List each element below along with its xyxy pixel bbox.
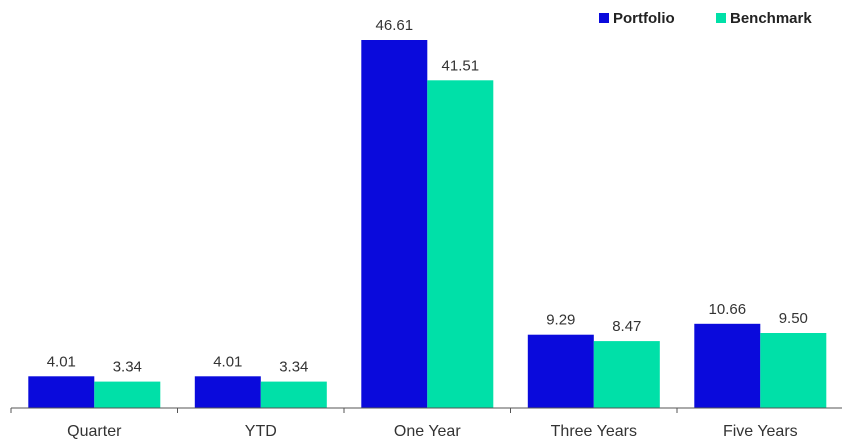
- data-label-benchmark-three-years: 8.47: [612, 318, 641, 335]
- legend-swatch-benchmark: [716, 13, 726, 23]
- bar-portfolio-one-year: [361, 40, 428, 408]
- data-label-benchmark-quarter: 3.34: [113, 359, 142, 376]
- x-tick-label-five-years: Five Years: [723, 423, 798, 439]
- x-axis-ticks: [10, 408, 678, 413]
- legend-swatch-portfolio: [599, 13, 609, 23]
- data-label-portfolio-one-year: 46.61: [376, 17, 414, 34]
- bar-benchmark-three-years: [593, 341, 660, 408]
- data-label-portfolio-three-years: 9.29: [546, 312, 575, 329]
- data-label-benchmark-ytd: 3.34: [279, 359, 308, 376]
- x-axis-tick-labels: Quarter YTD One Year Three Years Five Years: [67, 423, 797, 439]
- data-label-portfolio-ytd: 4.01: [213, 353, 242, 370]
- bars-group: [28, 40, 827, 409]
- data-label-benchmark-five-years: 9.50: [779, 310, 808, 327]
- x-tick-label-quarter: Quarter: [67, 423, 122, 439]
- bar-portfolio-three-years: [527, 334, 594, 408]
- data-label-portfolio-five-years: 10.66: [709, 301, 747, 318]
- bar-benchmark-quarter: [94, 381, 161, 408]
- value-labels-group: 4.01 3.34 4.01 3.34 46.61 41.51 9.29 8.47 10.66 9…: [47, 17, 808, 376]
- data-label-portfolio-quarter: 4.01: [47, 353, 76, 370]
- bar-benchmark-ytd: [260, 381, 327, 408]
- legend-label-benchmark: Benchmark: [730, 10, 812, 27]
- bar-benchmark-one-year: [427, 80, 494, 409]
- data-label-benchmark-one-year: 41.51: [442, 57, 480, 74]
- legend-label-portfolio: Portfolio: [613, 10, 675, 27]
- bar-benchmark-five-years: [760, 333, 827, 408]
- bar-portfolio-ytd: [194, 376, 261, 408]
- x-tick-label-one-year: One Year: [394, 423, 461, 439]
- x-tick-label-three-years: Three Years: [551, 423, 637, 439]
- legend: Portfolio Benchmark: [599, 10, 812, 27]
- x-tick-label-ytd: YTD: [245, 423, 277, 439]
- bar-portfolio-quarter: [28, 376, 95, 408]
- bar-portfolio-five-years: [694, 323, 761, 408]
